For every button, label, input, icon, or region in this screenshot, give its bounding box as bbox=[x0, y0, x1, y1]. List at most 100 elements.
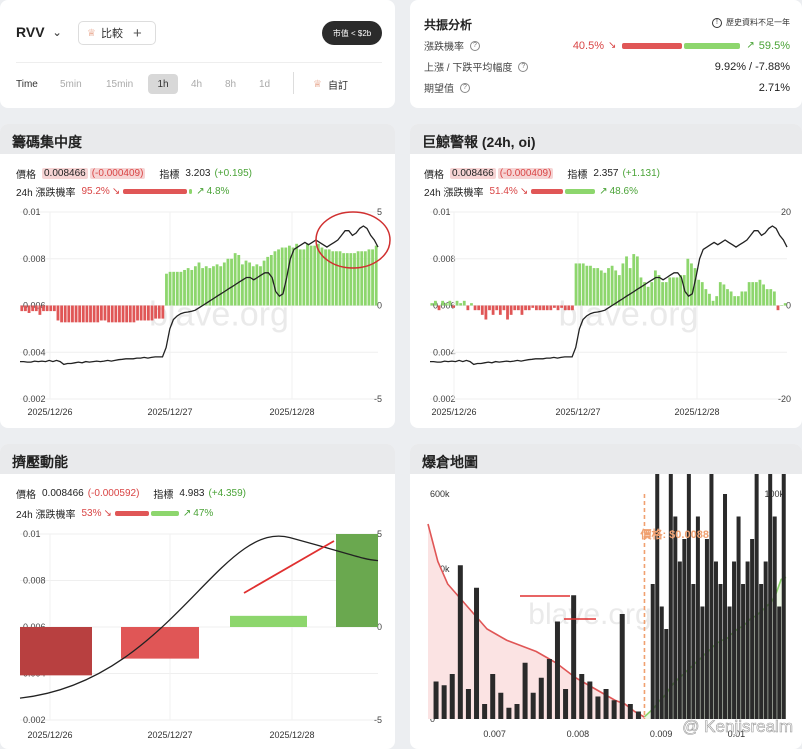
indicator-bar bbox=[513, 305, 517, 311]
indicator-bar bbox=[121, 305, 125, 323]
indicator-bar bbox=[154, 305, 158, 319]
tf-1d[interactable]: 1d bbox=[259, 79, 271, 90]
indicator-bar bbox=[27, 305, 31, 313]
indicator-bar bbox=[52, 305, 56, 312]
prob-down: 95.2% bbox=[81, 186, 110, 197]
indicator-bar bbox=[693, 268, 697, 306]
x-tick-label: 2025/12/26 bbox=[27, 730, 72, 740]
x-tick-label: 2025/12/27 bbox=[555, 407, 600, 417]
indicator-bar bbox=[509, 305, 513, 315]
liq-bar bbox=[587, 681, 593, 719]
custom-button[interactable]: ♕ 自訂 bbox=[313, 77, 348, 92]
indicator-bar bbox=[96, 305, 100, 323]
indicator-bar bbox=[49, 305, 53, 312]
tf-4h[interactable]: 4h bbox=[191, 79, 203, 90]
momentum-curve bbox=[19, 535, 379, 699]
indicator-bar bbox=[491, 305, 495, 315]
indicator-bar bbox=[356, 251, 360, 306]
liq-bar bbox=[611, 700, 617, 719]
mcap-badge[interactable]: 市值 < $2b bbox=[322, 21, 382, 45]
history-note-text: 歷史資料不足一年 bbox=[726, 18, 790, 27]
indicator-bar bbox=[78, 305, 82, 323]
help-icon[interactable]: ? bbox=[518, 61, 529, 72]
indicator-bar bbox=[625, 256, 628, 306]
tf-8h[interactable]: 8h bbox=[225, 79, 237, 90]
indicator-bar bbox=[193, 266, 197, 306]
liq-bar bbox=[745, 561, 750, 719]
indicator-bar bbox=[248, 262, 252, 306]
indicator-bar bbox=[498, 305, 502, 315]
indicator-bar bbox=[118, 305, 121, 323]
indicator-bar bbox=[603, 272, 607, 306]
indicator-bar bbox=[251, 266, 255, 306]
indicator-bar bbox=[45, 305, 49, 312]
indicator-bar bbox=[697, 279, 701, 306]
prob-label: 24h 漲跌機率 bbox=[16, 510, 76, 521]
tf-1h[interactable]: 1h bbox=[148, 74, 178, 94]
indicator-bar bbox=[470, 303, 473, 306]
indicator-bar bbox=[34, 305, 38, 312]
compare-button[interactable]: ♕ 比較 + bbox=[78, 21, 156, 45]
indicator-bar bbox=[520, 305, 524, 315]
symbol-name: RVV bbox=[16, 24, 45, 40]
y-left-tick: 0.01 bbox=[23, 207, 41, 217]
resonance-title: 共振分析 bbox=[424, 18, 473, 32]
help-icon[interactable]: ? bbox=[470, 40, 480, 51]
exp-label: 期望值 bbox=[424, 84, 454, 95]
y-right-tick: 0 bbox=[377, 622, 382, 632]
indicator-bar bbox=[367, 249, 371, 306]
indicator-bar bbox=[374, 245, 378, 306]
liq-bar bbox=[506, 707, 512, 719]
indicator-bar bbox=[175, 271, 179, 306]
trend-up-icon: ↗ bbox=[746, 40, 755, 51]
y-left-tick: 0.004 bbox=[433, 347, 456, 357]
indicator-bar bbox=[488, 305, 491, 311]
prob-down: 40.5% bbox=[572, 39, 605, 52]
indicator-bar bbox=[596, 268, 600, 306]
indicator-bar bbox=[99, 305, 103, 321]
indicator-bar bbox=[679, 275, 683, 306]
indicator-bar bbox=[342, 253, 346, 306]
indicator-change: (+1.131) bbox=[622, 168, 660, 179]
liq-bar bbox=[433, 681, 439, 719]
liq-bar bbox=[759, 584, 764, 719]
prob-up: 48.6% bbox=[609, 186, 638, 197]
avg-label: 上漲 / 下跌平均幅度 bbox=[424, 63, 513, 74]
history-note: ! 歷史資料不足一年 bbox=[712, 17, 790, 28]
indicator-bar bbox=[466, 305, 470, 311]
momentum-bar bbox=[20, 627, 92, 676]
whale-panel: 巨鯨警報 (24h, oi) 價格 0.008466 (-0.000409) 指… bbox=[410, 124, 802, 428]
y-left-tick: 0.006 bbox=[23, 301, 46, 311]
squeeze-price-row: 價格 0.008466 (-0.000592) 指標 4.983 (+4.359… bbox=[16, 486, 246, 501]
indicator-bar bbox=[67, 305, 71, 323]
prob-up: 47% bbox=[193, 508, 214, 519]
indicator-change: (+0.195) bbox=[214, 168, 252, 179]
liq-bar bbox=[781, 474, 786, 719]
tf-5min[interactable]: 5min bbox=[60, 79, 82, 90]
price-value: 0.008466 bbox=[450, 168, 496, 179]
liq-bar bbox=[635, 711, 641, 719]
liq-bar bbox=[677, 561, 682, 719]
indicator-bar bbox=[452, 305, 455, 308]
indicator-bar bbox=[462, 300, 466, 306]
tf-15min[interactable]: 15min bbox=[106, 79, 134, 90]
indicator-bar bbox=[208, 268, 212, 306]
help-icon[interactable]: ? bbox=[460, 82, 470, 93]
crown-icon: ♕ bbox=[87, 27, 96, 39]
liq-bar bbox=[538, 677, 544, 719]
exp-row: 期望值 ? 2.71% bbox=[424, 80, 790, 96]
momentum-bar bbox=[121, 627, 199, 659]
indicator-bar bbox=[751, 282, 755, 306]
indicator-bar bbox=[574, 263, 578, 306]
indicator-bar bbox=[650, 282, 654, 306]
y-left-tick: 0.008 bbox=[23, 576, 46, 586]
custom-label: 自訂 bbox=[327, 81, 348, 92]
indicator-bar bbox=[434, 300, 437, 306]
prob-bar-up bbox=[684, 42, 741, 49]
symbol-selector[interactable]: RVV ⌄ bbox=[16, 24, 62, 40]
indicator-bar bbox=[136, 305, 139, 321]
indicator-bar bbox=[331, 251, 335, 306]
watermark: blave.org bbox=[528, 598, 651, 631]
indicator-bar bbox=[295, 243, 299, 306]
indicator-bar bbox=[92, 305, 96, 323]
